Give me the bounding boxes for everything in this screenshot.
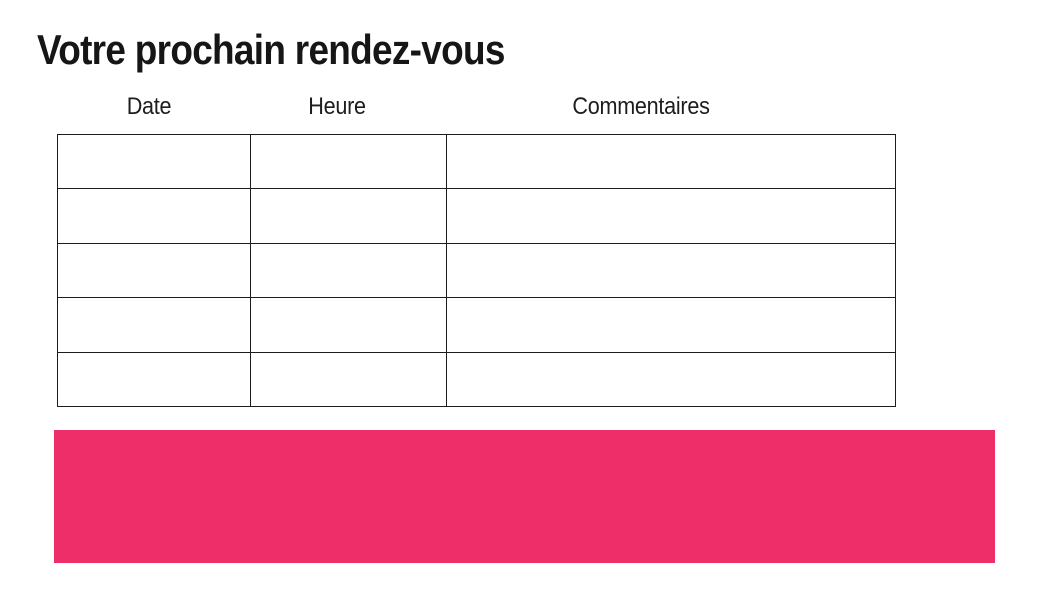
table-row	[57, 297, 896, 353]
table-cell	[446, 133, 896, 190]
column-header-heure-label: Heure	[308, 93, 366, 120]
highlight-banner	[54, 430, 995, 563]
table-row	[57, 133, 896, 190]
table-cell	[446, 297, 896, 353]
column-header-heure: Heure	[305, 93, 369, 120]
column-header-date: Date	[124, 93, 174, 120]
table-cell	[446, 351, 896, 408]
table-cell	[250, 297, 447, 353]
appointment-table-body	[57, 133, 896, 408]
appointment-table	[57, 133, 896, 408]
table-cell	[250, 242, 447, 299]
column-header-commentaires-label: Commentaires	[572, 93, 710, 120]
table-cell	[250, 188, 447, 244]
table-cell	[57, 297, 251, 353]
table-cell	[57, 188, 251, 244]
table-cell	[57, 133, 251, 190]
table-cell	[250, 351, 447, 408]
table-row	[57, 188, 896, 244]
table-cell	[57, 351, 251, 408]
page-title: Votre prochain rendez-vous	[37, 26, 505, 73]
table-cell	[250, 133, 447, 190]
table-cell	[446, 242, 896, 299]
column-header-commentaires: Commentaires	[565, 93, 717, 120]
table-row	[57, 351, 896, 408]
table-cell	[57, 242, 251, 299]
table-row	[57, 242, 896, 299]
column-header-date-label: Date	[126, 93, 172, 120]
table-cell	[446, 188, 896, 244]
